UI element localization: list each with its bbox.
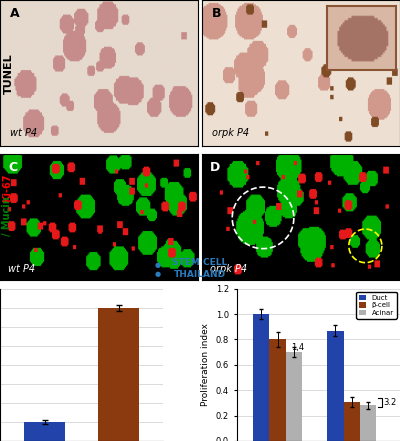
- Text: D: D: [210, 161, 220, 174]
- Text: wt P4: wt P4: [10, 128, 37, 138]
- Y-axis label: Proliferation index: Proliferation index: [201, 323, 210, 406]
- Bar: [269, 340, 286, 441]
- Text: C: C: [8, 161, 17, 174]
- Text: ●: ●: [154, 262, 160, 268]
- Bar: [98, 308, 139, 441]
- Text: STEM CELL: STEM CELL: [172, 258, 228, 267]
- Text: THAILAND: THAILAND: [174, 270, 226, 279]
- Text: / Mucin: / Mucin: [2, 196, 12, 236]
- Text: 1,4: 1,4: [291, 343, 304, 351]
- Text: wt P4: wt P4: [8, 264, 35, 274]
- Bar: [360, 405, 376, 441]
- Bar: [253, 314, 269, 441]
- Text: Ki-67: Ki-67: [2, 173, 12, 202]
- Text: ●: ●: [154, 271, 160, 277]
- Text: TUNEL: TUNEL: [4, 53, 14, 93]
- Text: 3.2: 3.2: [383, 398, 396, 407]
- Text: F: F: [204, 271, 212, 284]
- Legend: Duct, β-cell, Acinar: Duct, β-cell, Acinar: [356, 292, 396, 319]
- Text: orpk P4: orpk P4: [210, 264, 247, 274]
- Bar: [327, 330, 344, 441]
- Bar: [286, 352, 302, 441]
- Bar: [24, 422, 65, 441]
- Text: B: B: [212, 7, 221, 20]
- Bar: [344, 402, 360, 441]
- Text: orpk P4: orpk P4: [212, 128, 249, 138]
- Text: A: A: [10, 7, 20, 20]
